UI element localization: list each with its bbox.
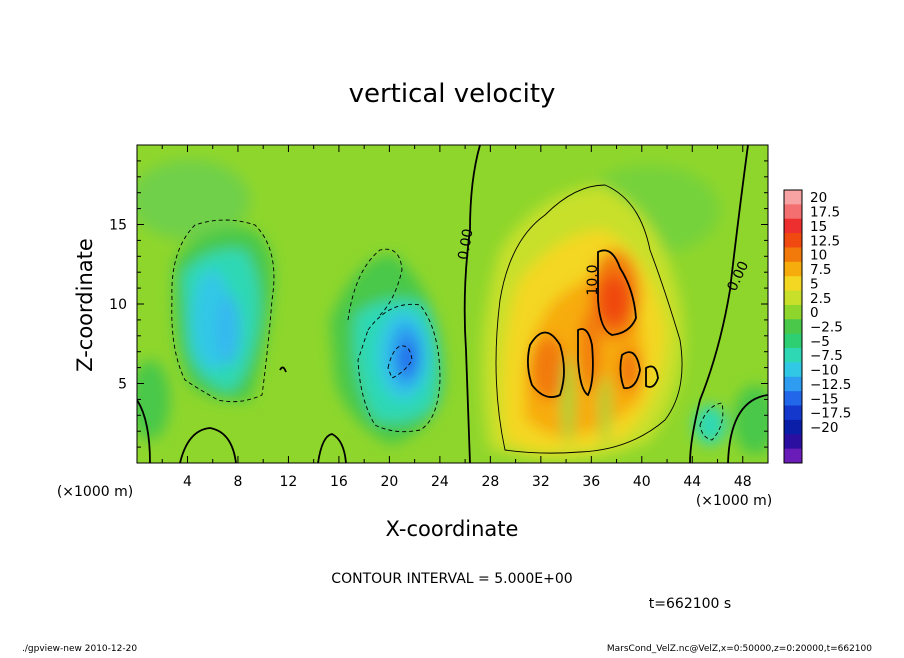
colorbar-frame [783, 189, 803, 464]
colorbar-swatch [784, 190, 802, 205]
colorbar-label: 20 [810, 190, 827, 206]
colorbar-swatch [784, 448, 802, 464]
colorbar-swatch [784, 348, 802, 363]
colorbar-swatch [784, 434, 802, 450]
x-tick-label: 48 [734, 474, 752, 490]
x-unit-right: (×1000 m) [696, 493, 772, 509]
colorbar-swatch [784, 362, 802, 378]
footer-left: ./gpview-new 2010-12-20 [22, 644, 137, 654]
colorbar-swatch [784, 290, 802, 306]
y-tick-label: 15 [109, 218, 127, 234]
y-tick-label: 10 [109, 297, 127, 313]
contour-label-0: 0.00 [455, 228, 476, 261]
colorbar-label: 2.5 [810, 291, 831, 307]
colorbar: 2017.51512.5107.552.50−2.5−5−7.5−10−12.5… [783, 189, 851, 464]
y-tick-label: 5 [118, 377, 127, 393]
negative-contours [171, 219, 724, 441]
y-axis-ticks: 5 10 15 [109, 160, 768, 448]
colorbar-label: −2.5 [810, 320, 843, 336]
contour-label-2: 10.0 [585, 264, 601, 295]
x-tick-label: 20 [380, 474, 398, 490]
colorbar-swatch [784, 304, 802, 320]
colorbar-label: 15 [810, 219, 827, 235]
x-tick-label: 4 [183, 474, 192, 490]
colorbar-swatch [784, 261, 802, 277]
colorbar-swatch [784, 319, 802, 335]
colorbar-swatch [784, 233, 802, 248]
colorbar-label: 7.5 [810, 262, 831, 278]
colorbar-label: 0 [810, 305, 819, 321]
colorbar-label: −20 [810, 420, 839, 436]
colorbar-swatch [784, 376, 802, 392]
colorbar-label: −10 [810, 363, 839, 379]
x-tick-label: 12 [280, 474, 298, 490]
colorbar-label: −15 [810, 391, 839, 407]
colorbar-label: 10 [810, 248, 827, 264]
x-tick-label: 36 [582, 474, 600, 490]
contour-interval: CONTOUR INTERVAL = 5.000E+00 [331, 571, 572, 587]
x-tick-label: 32 [532, 474, 550, 490]
x-tick-label: 40 [633, 474, 651, 490]
colorbar-label: 17.5 [810, 205, 840, 221]
time-stamp: t=662100 s [649, 596, 731, 612]
colorbar-swatch [784, 419, 802, 435]
chart-title: vertical velocity [349, 79, 556, 109]
positive-contours [495, 184, 683, 454]
colorbar-swatch [784, 276, 802, 292]
x-tick-label: 24 [431, 474, 449, 490]
colorbar-swatch [784, 204, 802, 220]
x-unit-left: (×1000 m) [57, 484, 133, 500]
colorbar-label: −5 [810, 334, 830, 350]
colorbar-swatch [784, 218, 802, 234]
colorbar-swatch [784, 391, 802, 407]
field-shading [137, 160, 768, 461]
x-tick-label: 28 [481, 474, 499, 490]
velocity-field [137, 145, 768, 463]
y-axis-label: Z-coordinate [73, 238, 97, 372]
colorbar-label: 12.5 [810, 233, 840, 249]
x-axis-label: X-coordinate [386, 517, 519, 541]
colorbar-swatch [784, 405, 802, 421]
colorbar-swatch [784, 333, 802, 349]
colorbar-label: −12.5 [810, 377, 851, 393]
colorbar-label: −7.5 [810, 348, 843, 364]
x-tick-label: 16 [330, 474, 348, 490]
x-tick-label: 44 [683, 474, 701, 490]
colorbar-swatch [784, 247, 802, 263]
x-axis-ticks: 4 8 12 16 20 24 28 32 36 40 44 48 [161, 145, 752, 490]
footer-right: MarsCond_VelZ.nc@VelZ,x=0:50000,z=0:2000… [607, 644, 872, 654]
colorbar-label: 5 [810, 276, 819, 292]
zero-contours [137, 145, 768, 463]
x-tick-label: 8 [233, 474, 242, 490]
colorbar-label: −17.5 [810, 406, 851, 422]
ten-contours [527, 249, 659, 398]
